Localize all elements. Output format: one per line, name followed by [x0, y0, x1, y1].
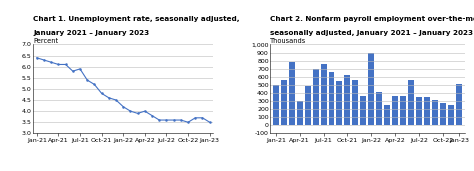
Bar	[456, 84, 462, 125]
Bar	[440, 103, 446, 125]
Bar	[312, 69, 319, 125]
Bar	[408, 80, 414, 125]
Bar	[384, 105, 390, 125]
Text: seasonally adjusted, January 2021 – January 2023: seasonally adjusted, January 2021 – Janu…	[270, 30, 473, 36]
Bar	[352, 80, 358, 125]
Bar	[273, 85, 279, 125]
Bar	[432, 100, 438, 125]
Bar	[376, 92, 383, 125]
Text: January 2021 – January 2023: January 2021 – January 2023	[33, 30, 149, 36]
Bar	[345, 75, 350, 125]
Bar	[400, 96, 406, 125]
Bar	[424, 97, 430, 125]
Bar	[368, 53, 374, 125]
Bar	[416, 97, 422, 125]
Bar	[392, 96, 398, 125]
Bar	[360, 96, 366, 125]
Text: Percent: Percent	[33, 38, 58, 44]
Bar	[305, 86, 310, 125]
Bar	[448, 106, 454, 125]
Text: Thousands: Thousands	[270, 38, 306, 44]
Bar	[328, 71, 335, 125]
Bar	[289, 62, 295, 125]
Bar	[337, 81, 342, 125]
Text: Chart 2. Nonfarm payroll employment over-the-month change,: Chart 2. Nonfarm payroll employment over…	[270, 16, 474, 22]
Text: Chart 1. Unemployment rate, seasonally adjusted,: Chart 1. Unemployment rate, seasonally a…	[33, 16, 240, 22]
Bar	[281, 80, 287, 125]
Bar	[297, 101, 302, 125]
Bar	[320, 64, 327, 125]
